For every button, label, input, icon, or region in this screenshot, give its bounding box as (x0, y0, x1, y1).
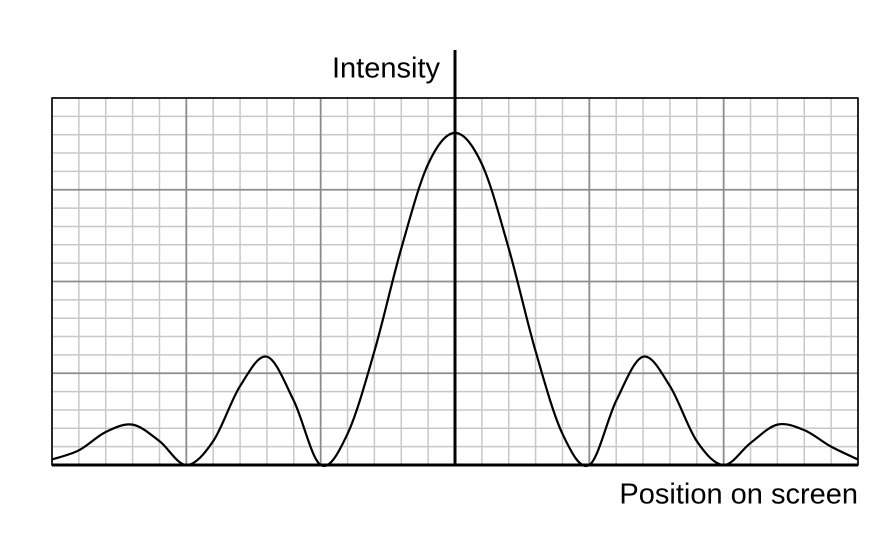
x-axis-label: Position on screen (619, 479, 858, 511)
y-axis-label: Intensity (332, 53, 440, 85)
